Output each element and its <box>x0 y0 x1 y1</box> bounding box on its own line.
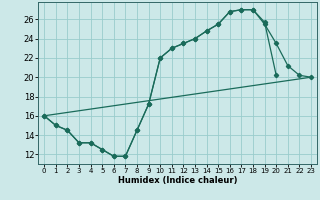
X-axis label: Humidex (Indice chaleur): Humidex (Indice chaleur) <box>118 176 237 185</box>
